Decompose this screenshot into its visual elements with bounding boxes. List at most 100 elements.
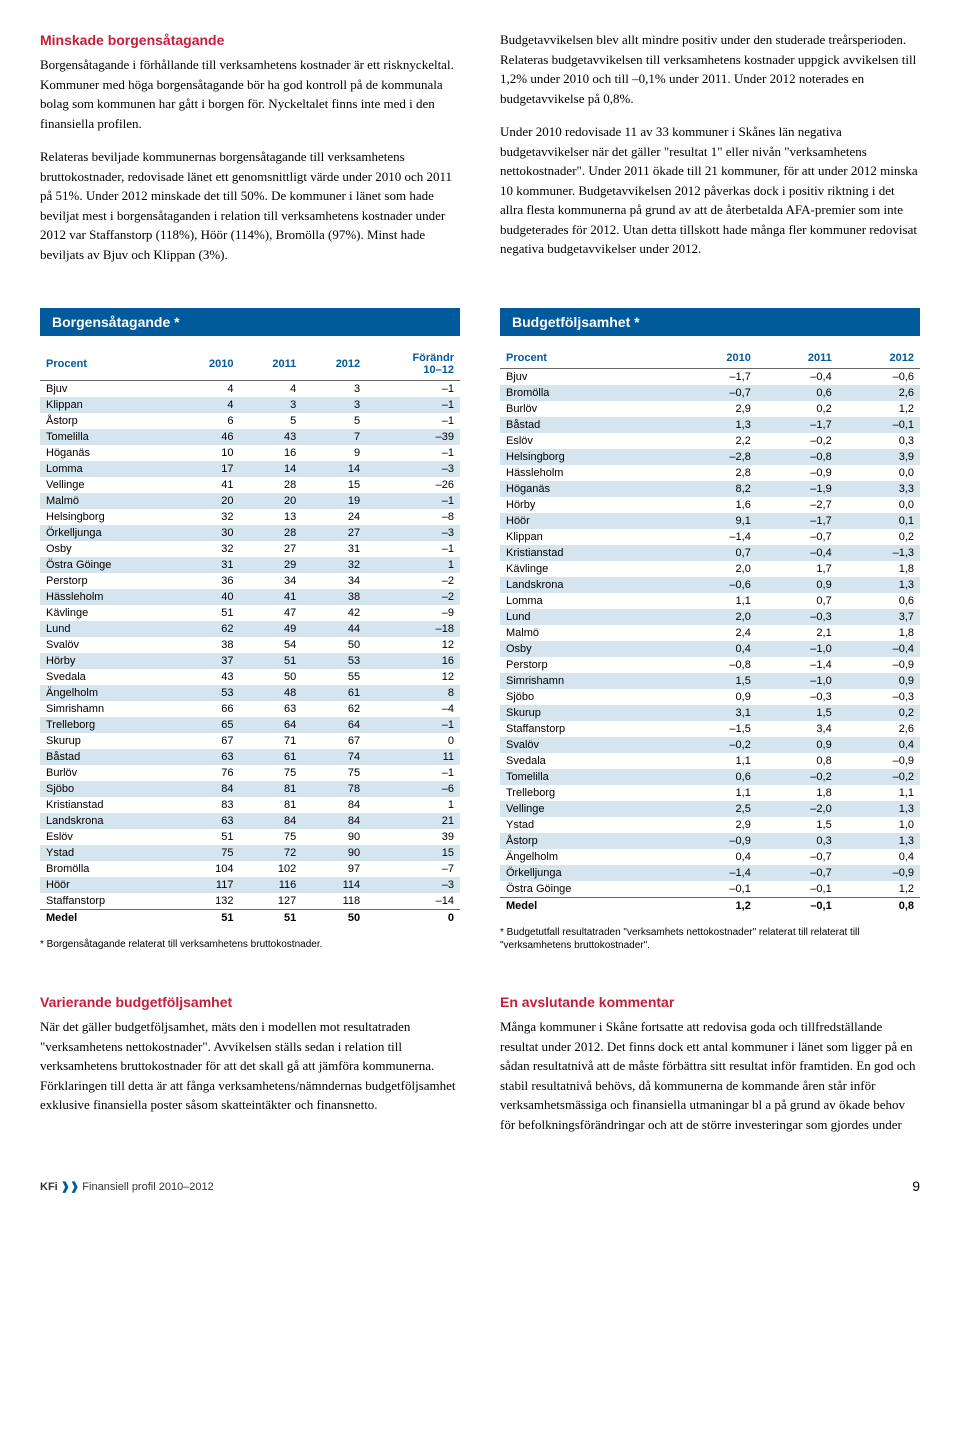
table-cell: –1: [366, 717, 460, 733]
table-cell: –1,4: [757, 657, 838, 673]
table-row: Ängelholm0,4–0,70,4: [500, 849, 920, 865]
table-cell: –3: [366, 877, 460, 893]
table-cell: 47: [239, 605, 302, 621]
table-cell: 116: [239, 877, 302, 893]
table-total-row: Medel5151500: [40, 910, 460, 927]
table-cell: 14: [302, 461, 366, 477]
bottom-text-section: Varierande budgetföljsamhet När det gäll…: [40, 992, 920, 1148]
table-cell: 20: [176, 493, 240, 509]
table-cell: 104: [176, 861, 240, 877]
table-cell: 3,9: [838, 449, 920, 465]
table-total-row: Medel1,2–0,10,8: [500, 898, 920, 915]
table-cell: –2: [366, 573, 460, 589]
table-cell: –1,5: [675, 721, 757, 737]
table-row: Lund624944–18: [40, 621, 460, 637]
table-cell: 11: [366, 749, 460, 765]
table-cell: 3,7: [838, 609, 920, 625]
table-cell: Medel: [40, 910, 176, 927]
table-cell: 24: [302, 509, 366, 525]
table-cell: Lomma: [500, 593, 675, 609]
table-cell: –0,7: [757, 849, 838, 865]
table-cell: –2,0: [757, 801, 838, 817]
table-cell: 97: [302, 861, 366, 877]
bottom-right-p1: Många kommuner i Skåne fortsatte att red…: [500, 1017, 920, 1134]
table-cell: Burlöv: [40, 765, 176, 781]
footnote-left: * Borgensåtagande relaterat till verksam…: [40, 938, 460, 951]
footer-kfi: KFi: [40, 1181, 58, 1193]
table-cell: Hässleholm: [40, 589, 176, 605]
table-cell: 30: [176, 525, 240, 541]
th-2012-r: 2012: [838, 348, 920, 369]
footnote-right: * Budgetutfall resultatraden "verksamhet…: [500, 926, 920, 952]
table-cell: 3: [302, 381, 366, 398]
table-cell: 1,8: [838, 561, 920, 577]
table-cell: 118: [302, 893, 366, 910]
table-cell: Åstorp: [40, 413, 176, 429]
table-cell: Staffanstorp: [500, 721, 675, 737]
table-cell: –0,9: [757, 465, 838, 481]
table-cell: Höganäs: [40, 445, 176, 461]
table-row: Staffanstorp–1,53,42,6: [500, 721, 920, 737]
table-cell: 1,0: [838, 817, 920, 833]
table-cell: 0,0: [838, 465, 920, 481]
table-cell: 51: [176, 829, 240, 845]
table-cell: 2,6: [838, 721, 920, 737]
table-cell: 31: [302, 541, 366, 557]
table-cell: 0,3: [838, 433, 920, 449]
table-cell: Bjuv: [40, 381, 176, 398]
table-cell: –1,9: [757, 481, 838, 497]
table-cell: 0,2: [838, 705, 920, 721]
table-cell: Sjöbo: [500, 689, 675, 705]
table-cell: –0,3: [838, 689, 920, 705]
table-cell: Svalöv: [40, 637, 176, 653]
table-cell: 51: [239, 653, 302, 669]
table-row: Skurup6771670: [40, 733, 460, 749]
table-cell: –1: [366, 493, 460, 509]
table-row: Lomma1,10,70,6: [500, 593, 920, 609]
table-cell: 2,9: [675, 817, 757, 833]
table-cell: 67: [302, 733, 366, 749]
table-cell: 3,4: [757, 721, 838, 737]
page-footer: KFi ❱❱ Finansiell profil 2010–2012 9: [0, 1168, 960, 1214]
table-cell: 5: [239, 413, 302, 429]
table-cell: 37: [176, 653, 240, 669]
table-cell: Lomma: [40, 461, 176, 477]
table-cell: 15: [366, 845, 460, 861]
table-row: Landskrona–0,60,91,3: [500, 577, 920, 593]
table-row: Helsingborg321324–8: [40, 509, 460, 525]
table-row: Bromölla10410297–7: [40, 861, 460, 877]
th-2011: 2011: [239, 348, 302, 381]
table-cell: 0,3: [757, 833, 838, 849]
table-cell: 0,8: [838, 898, 920, 915]
table-cell: 50: [302, 910, 366, 927]
table-cell: 20: [239, 493, 302, 509]
table-cell: 127: [239, 893, 302, 910]
table-cell: 72: [239, 845, 302, 861]
table-cell: 48: [239, 685, 302, 701]
table-cell: 41: [176, 477, 240, 493]
table-left-col: Borgensåtagande * Procent 2010 2011 2012…: [40, 308, 460, 952]
table-row: Kristianstad8381841: [40, 797, 460, 813]
table-cell: –0,2: [757, 769, 838, 785]
table-cell: 9: [302, 445, 366, 461]
table-cell: Malmö: [40, 493, 176, 509]
table-cell: –1,4: [675, 865, 757, 881]
table-cell: 81: [239, 781, 302, 797]
table-cell: 2,0: [675, 561, 757, 577]
th-procent-r: Procent: [500, 348, 675, 369]
table-cell: 49: [239, 621, 302, 637]
table-row: Eslöv2,2–0,20,3: [500, 433, 920, 449]
table-cell: Perstorp: [500, 657, 675, 673]
table-cell: 81: [239, 797, 302, 813]
table-cell: Ängelholm: [40, 685, 176, 701]
table-cell: 1,3: [838, 577, 920, 593]
table-cell: –0,6: [675, 577, 757, 593]
table-cell: 31: [176, 557, 240, 573]
table-cell: 16: [366, 653, 460, 669]
table-cell: 1,5: [675, 673, 757, 689]
table-cell: –0,9: [838, 657, 920, 673]
table-cell: –0,7: [757, 529, 838, 545]
table-right-col: Budgetföljsamhet * Procent 2010 2011 201…: [500, 308, 920, 952]
table-row: Höör9,1–1,70,1: [500, 513, 920, 529]
table-row: Osby322731–1: [40, 541, 460, 557]
